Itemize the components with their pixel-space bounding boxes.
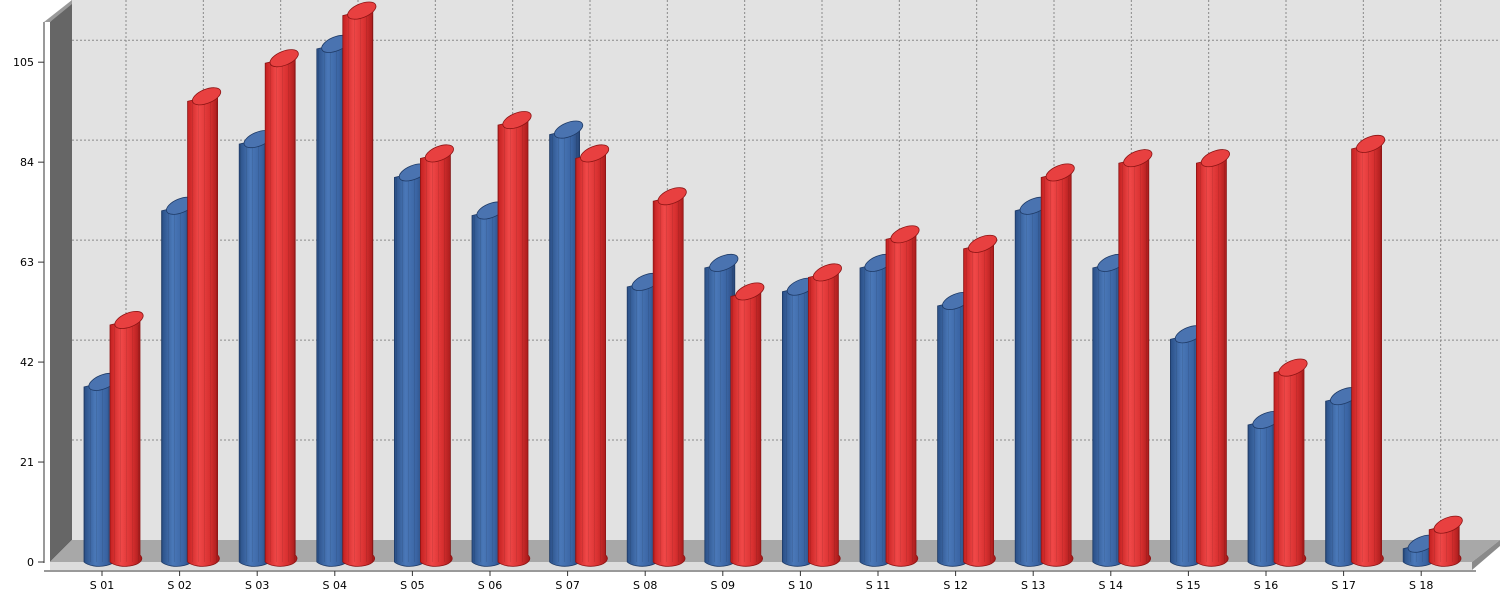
- bar-s14-series-2: [1118, 149, 1153, 567]
- bar-s16-series-1: [1247, 410, 1282, 567]
- bar-s17-series-2: [1351, 134, 1386, 567]
- bar-s17-series-1: [1325, 387, 1360, 567]
- bar-s10-series-2: [808, 263, 842, 567]
- bar-s12-series-1: [937, 291, 972, 567]
- x-tick-label: S 12: [943, 579, 967, 592]
- bar-s05-series-2: [420, 144, 454, 567]
- x-tick-label: S 16: [1254, 579, 1278, 592]
- bar-s06-series-1: [471, 201, 506, 567]
- x-tick-label: S 03: [245, 579, 269, 592]
- bar-s09-series-2: [730, 282, 765, 567]
- floor-edge-side: [1472, 540, 1500, 570]
- x-tick-label: S 06: [478, 579, 502, 592]
- bar-s05-series-1: [394, 163, 428, 567]
- x-tick-label: S 17: [1331, 579, 1355, 592]
- bar-s08-series-2: [652, 187, 687, 567]
- bar-s01-series-2: [109, 311, 144, 567]
- bar-s04-series-1: [316, 34, 351, 567]
- bar-s18-series-2: [1428, 515, 1463, 567]
- bar-s13-series-2: [1040, 163, 1075, 567]
- bar-s11-series-1: [859, 253, 894, 567]
- x-tick-label: S 15: [1176, 579, 1200, 592]
- bar-s11-series-2: [885, 225, 920, 567]
- x-tick-label: S 13: [1021, 579, 1045, 592]
- bar-s02-series-1: [161, 196, 196, 567]
- y-tick-label: 105: [13, 56, 34, 69]
- x-tick-label: S 14: [1099, 579, 1123, 592]
- bar-s18-series-1: [1402, 534, 1437, 567]
- bar-s16-series-2: [1273, 358, 1308, 567]
- x-tick-label: S 18: [1409, 579, 1433, 592]
- y-tick-label: 84: [20, 156, 34, 169]
- bar-s09-series-1: [704, 253, 739, 567]
- bar-s15-series-1: [1170, 325, 1204, 567]
- x-tick-label: S 08: [633, 579, 657, 592]
- y-tick-label: 63: [20, 256, 34, 269]
- y-tick-label: 0: [27, 556, 34, 569]
- x-tick-label: S 04: [323, 579, 347, 592]
- bar-s04-series-2: [342, 1, 377, 567]
- x-tick-label: S 01: [90, 579, 114, 592]
- bar-s01-series-1: [83, 372, 118, 567]
- bar-s12-series-2: [963, 234, 998, 567]
- bar-s02-series-2: [187, 87, 222, 567]
- bar-s14-series-1: [1092, 253, 1127, 567]
- bars: [83, 1, 1463, 567]
- x-tick-label: S 11: [866, 579, 890, 592]
- y-tick-label: 42: [20, 356, 34, 369]
- bar-s07-series-2: [575, 144, 610, 567]
- x-tick-label: S 02: [167, 579, 191, 592]
- y-axis: 0 21 42 63 84 105: [13, 22, 45, 569]
- side-wall: [50, 0, 72, 562]
- x-tick-label: S 09: [711, 579, 735, 592]
- bar-s06-series-2: [497, 111, 532, 567]
- bar-s03-series-2: [264, 49, 299, 567]
- bar-s13-series-1: [1014, 196, 1049, 567]
- x-tick-label: S 07: [555, 579, 579, 592]
- x-tick-label: S 10: [788, 579, 812, 592]
- x-axis: S 01 S 02 S 03 S 04 S 05 S 06 S 07 S 08 S 09 S 10…: [44, 570, 1476, 592]
- bar-s08-series-1: [626, 272, 661, 567]
- bar-s15-series-2: [1196, 149, 1230, 567]
- side-wall-top: [44, 0, 72, 22]
- y-tick-label: 21: [20, 456, 34, 469]
- x-tick-label: S 05: [400, 579, 424, 592]
